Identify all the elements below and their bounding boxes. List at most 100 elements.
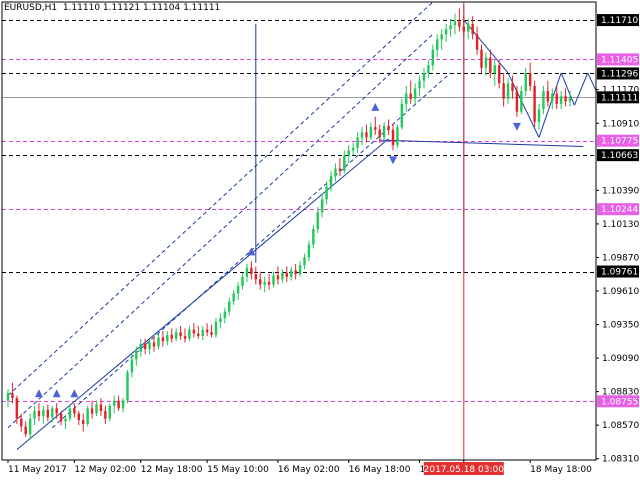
y-tick-label: 1.09870 bbox=[602, 253, 639, 263]
candle-body bbox=[471, 23, 474, 35]
candle-body bbox=[112, 400, 116, 406]
candle-body bbox=[307, 244, 311, 258]
candle-body bbox=[369, 127, 373, 138]
candle-body bbox=[568, 97, 572, 102]
candle-body bbox=[480, 49, 483, 68]
candle-body bbox=[121, 400, 125, 409]
candle-body bbox=[82, 420, 85, 424]
candle-body bbox=[533, 85, 536, 122]
candle-body bbox=[418, 80, 421, 89]
candle-body bbox=[55, 408, 58, 414]
level-price-labels: 1.11710 1.11405 1.11296 1.11111 1.10775 1.106… bbox=[597, 14, 639, 408]
level-label-bg bbox=[597, 53, 639, 66]
x-tick-label: 16 May 18:00 bbox=[349, 465, 411, 475]
candle-body bbox=[73, 408, 76, 414]
candle-body bbox=[334, 168, 337, 177]
candle-body bbox=[263, 281, 266, 285]
candle-body bbox=[303, 257, 306, 266]
candle-body bbox=[51, 408, 54, 418]
candle-body bbox=[506, 83, 510, 99]
candle-body bbox=[413, 88, 417, 99]
candle-body bbox=[241, 276, 244, 286]
candle-body bbox=[555, 93, 558, 104]
candle-body bbox=[281, 272, 284, 280]
channel-line bbox=[7, 33, 434, 429]
candle-body bbox=[166, 334, 169, 342]
y-tick-label: 1.08830 bbox=[602, 388, 639, 398]
candle-body bbox=[520, 91, 523, 112]
candle-body bbox=[205, 329, 209, 333]
fractal-up-arrow bbox=[52, 389, 61, 398]
candle-body bbox=[179, 332, 182, 337]
candle-body bbox=[294, 270, 297, 275]
candle-body bbox=[46, 409, 50, 418]
x-tick-label: 15 May 10:00 bbox=[207, 465, 269, 475]
candle-body bbox=[276, 275, 280, 280]
candle-body bbox=[192, 329, 196, 334]
x-tick-label: 12 May 02:00 bbox=[74, 465, 136, 475]
candle-body bbox=[382, 125, 386, 138]
level-label: 1.09761 bbox=[601, 268, 638, 278]
x-cursor-label: 2017.05.18 03:00 bbox=[424, 465, 505, 475]
candle-body bbox=[104, 410, 107, 419]
candle-body bbox=[117, 400, 120, 409]
candle-body bbox=[143, 343, 147, 350]
candle-body bbox=[374, 127, 377, 130]
candle-body bbox=[484, 57, 488, 68]
candle-body bbox=[64, 418, 67, 422]
price-channels bbox=[7, 1, 602, 451]
candle-body bbox=[343, 155, 346, 172]
candle-body bbox=[537, 109, 541, 122]
candle-body bbox=[15, 398, 19, 419]
channel-line bbox=[7, 1, 434, 396]
candle-body bbox=[6, 392, 10, 401]
price-scale[interactable]: 1.11170 1.10910 1.10390 1.10130 1.09870 1.096… bbox=[596, 86, 639, 465]
candle-body bbox=[197, 333, 200, 337]
candle-body bbox=[219, 318, 222, 322]
candle-body bbox=[174, 332, 178, 339]
candle-body bbox=[320, 199, 324, 213]
y-tick-label: 1.09350 bbox=[602, 321, 639, 331]
level-label-bg bbox=[597, 203, 639, 216]
level-label-bg bbox=[597, 67, 639, 80]
candle-body bbox=[108, 405, 111, 419]
candle-body bbox=[20, 418, 23, 427]
candle-body bbox=[329, 176, 333, 187]
candle-body bbox=[148, 342, 151, 350]
fractal-up-arrow bbox=[70, 389, 79, 398]
candle-body bbox=[245, 267, 249, 277]
candle-body bbox=[511, 83, 514, 92]
candle-body bbox=[285, 272, 289, 277]
candle-body bbox=[170, 334, 173, 339]
level-label: 1.11111 bbox=[601, 93, 638, 103]
symbol-ohlc-header: EURUSD,H1 1.11110 1.11121 1.11104 1.1111… bbox=[4, 3, 221, 13]
candle-body bbox=[453, 21, 457, 26]
candle-body bbox=[99, 404, 103, 411]
candle-body bbox=[462, 26, 466, 32]
axes bbox=[1, 1, 597, 461]
x-tick-label: 16 May 02:00 bbox=[278, 465, 340, 475]
candle-body bbox=[228, 301, 231, 312]
candle-body bbox=[37, 410, 41, 417]
candle-body bbox=[135, 351, 138, 360]
candle-body bbox=[188, 329, 191, 339]
candle-body bbox=[449, 25, 452, 30]
channel-line bbox=[538, 72, 562, 138]
level-label: 1.10663 bbox=[601, 151, 638, 161]
candle-body bbox=[356, 137, 359, 148]
candle-body bbox=[236, 285, 240, 294]
channel-line bbox=[16, 138, 389, 451]
candle-body bbox=[431, 49, 435, 66]
fractal-arrows bbox=[34, 102, 521, 398]
time-scale[interactable]: 11 May 2017 12 May 02:00 12 May 18:00 15 Ma… bbox=[7, 460, 592, 475]
candle-body bbox=[130, 359, 134, 373]
candle-body bbox=[42, 409, 45, 417]
candle-body bbox=[440, 34, 443, 40]
candle-body bbox=[378, 129, 381, 138]
y-tick-label: 1.08310 bbox=[602, 455, 639, 465]
candle-body bbox=[90, 408, 94, 414]
candle-body bbox=[564, 96, 567, 102]
candle-body bbox=[365, 132, 368, 138]
candle-body bbox=[489, 57, 492, 73]
